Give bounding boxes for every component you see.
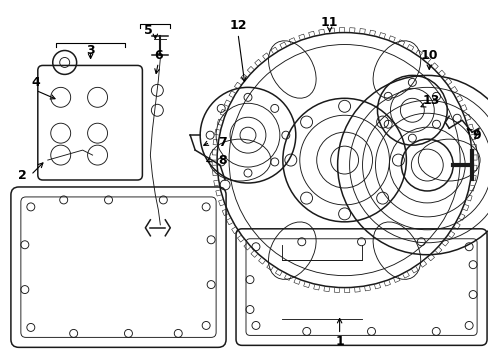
Text: 11: 11 <box>320 16 338 29</box>
Text: 5: 5 <box>143 24 152 37</box>
Text: 7: 7 <box>217 136 226 149</box>
Text: 3: 3 <box>86 44 95 57</box>
Text: 12: 12 <box>229 19 246 32</box>
FancyBboxPatch shape <box>11 187 225 347</box>
Text: 1: 1 <box>335 335 343 348</box>
Text: 13: 13 <box>422 94 439 107</box>
Text: 2: 2 <box>19 168 27 181</box>
Text: 9: 9 <box>472 129 480 142</box>
FancyBboxPatch shape <box>21 197 216 337</box>
Text: 4: 4 <box>31 76 40 89</box>
FancyBboxPatch shape <box>236 229 486 345</box>
Text: 8: 8 <box>217 154 226 167</box>
FancyBboxPatch shape <box>38 66 142 180</box>
Text: 10: 10 <box>420 49 437 62</box>
FancyBboxPatch shape <box>245 239 476 336</box>
Text: 6: 6 <box>154 49 163 62</box>
